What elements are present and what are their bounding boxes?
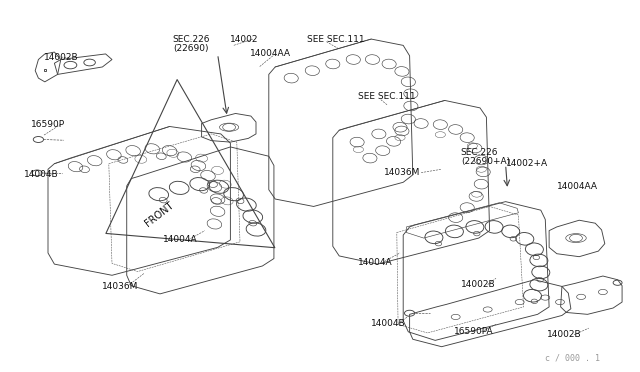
Text: 14004B: 14004B (371, 319, 406, 328)
Text: (22690+A): (22690+A) (461, 157, 510, 166)
Text: 14004A: 14004A (163, 235, 198, 244)
Text: 14002: 14002 (230, 35, 259, 44)
Text: SEC.226: SEC.226 (461, 148, 499, 157)
Text: SEE SEC.111: SEE SEC.111 (358, 92, 416, 101)
Text: 14036M: 14036M (384, 169, 420, 177)
Text: c / 000 . 1: c / 000 . 1 (545, 354, 600, 363)
Text: 16590PA: 16590PA (454, 327, 494, 336)
Text: 14004B: 14004B (24, 170, 59, 179)
Text: SEE SEC.111: SEE SEC.111 (307, 35, 365, 44)
Text: SEC.226: SEC.226 (173, 35, 211, 44)
Text: 14002B: 14002B (547, 330, 582, 339)
Text: (22690): (22690) (173, 44, 208, 53)
Text: 16590P: 16590P (31, 120, 65, 129)
Text: 14036M: 14036M (102, 282, 139, 291)
Text: 14004AA: 14004AA (250, 49, 291, 58)
Text: 14002B: 14002B (44, 53, 78, 62)
Text: 14004A: 14004A (358, 258, 393, 267)
Text: 14004AA: 14004AA (557, 182, 598, 190)
Text: 14002+A: 14002+A (506, 159, 548, 168)
Text: FRONT: FRONT (143, 201, 175, 229)
Text: 14002B: 14002B (461, 280, 495, 289)
